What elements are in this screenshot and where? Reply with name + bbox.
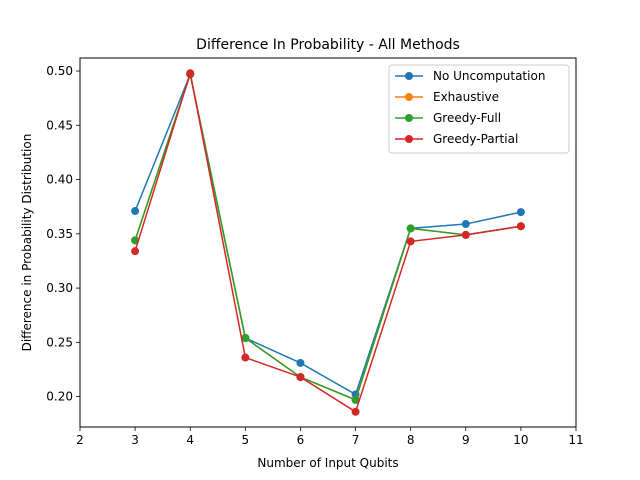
- x-tick-label: 10: [513, 433, 528, 447]
- legend-label: Exhaustive: [433, 90, 499, 104]
- x-tick-label: 5: [242, 433, 250, 447]
- legend-item: Exhaustive: [395, 90, 499, 104]
- data-point: [351, 407, 360, 416]
- data-point: [296, 373, 305, 382]
- data-point: [241, 353, 250, 362]
- data-point: [461, 220, 470, 229]
- x-tick-label: 3: [131, 433, 139, 447]
- series-layer: [131, 69, 525, 416]
- x-tick-label: 4: [186, 433, 194, 447]
- legend-swatch-marker: [405, 93, 413, 101]
- legend-item: No Uncomputation: [395, 69, 545, 83]
- legend-item: Greedy-Full: [395, 111, 501, 125]
- series-greedy-partial: [131, 69, 525, 416]
- data-point: [406, 224, 415, 233]
- legend: No Uncomputation Exhaustive Greedy-Full Gre…: [388, 64, 570, 154]
- x-tick-label: 8: [407, 433, 415, 447]
- legend-swatch-marker: [405, 114, 413, 122]
- legend-label: Greedy-Partial: [433, 132, 518, 146]
- x-tick-label: 6: [297, 433, 305, 447]
- data-point: [406, 237, 415, 246]
- legend-swatch-marker: [405, 135, 413, 143]
- series-line: [134, 72, 522, 413]
- chart-title: Difference In Probability - All Methods: [196, 37, 460, 53]
- plot-frame: [79, 57, 577, 428]
- data-point: [516, 222, 525, 231]
- y-tick-label: 0.20: [46, 390, 73, 404]
- y-axis-ticks: 0.20 0.25 0.30 0.35 0.40 0.45 0.50: [46, 64, 80, 404]
- legend-item: Greedy-Partial: [395, 132, 518, 146]
- x-axis-ticks: 2 3 4 5 6 7 8 9 10 11: [76, 427, 584, 447]
- x-tick-label: 9: [462, 433, 470, 447]
- x-axis-label: Number of Input Qubits: [257, 456, 398, 470]
- y-tick-label: 0.35: [46, 227, 73, 241]
- legend-label: No Uncomputation: [433, 69, 545, 83]
- y-tick-label: 0.40: [46, 173, 73, 187]
- y-tick-label: 0.50: [46, 64, 73, 78]
- data-point: [186, 69, 195, 78]
- data-point: [351, 395, 360, 404]
- y-tick-label: 0.25: [46, 335, 73, 349]
- data-point: [296, 358, 305, 367]
- legend-swatch-marker: [405, 72, 413, 80]
- x-tick-label: 7: [352, 433, 360, 447]
- legend-label: Greedy-Full: [433, 111, 501, 125]
- y-tick-label: 0.45: [46, 118, 73, 132]
- y-axis-label: Difference in Probability Distribution: [20, 134, 34, 352]
- y-tick-label: 0.30: [46, 281, 73, 295]
- x-tick-label: 11: [568, 433, 583, 447]
- legend-box: [388, 64, 570, 154]
- data-point: [516, 208, 525, 217]
- data-point: [461, 230, 470, 239]
- data-point: [241, 334, 250, 343]
- data-point: [131, 207, 140, 216]
- data-point: [131, 247, 140, 256]
- x-tick-label: 2: [76, 433, 84, 447]
